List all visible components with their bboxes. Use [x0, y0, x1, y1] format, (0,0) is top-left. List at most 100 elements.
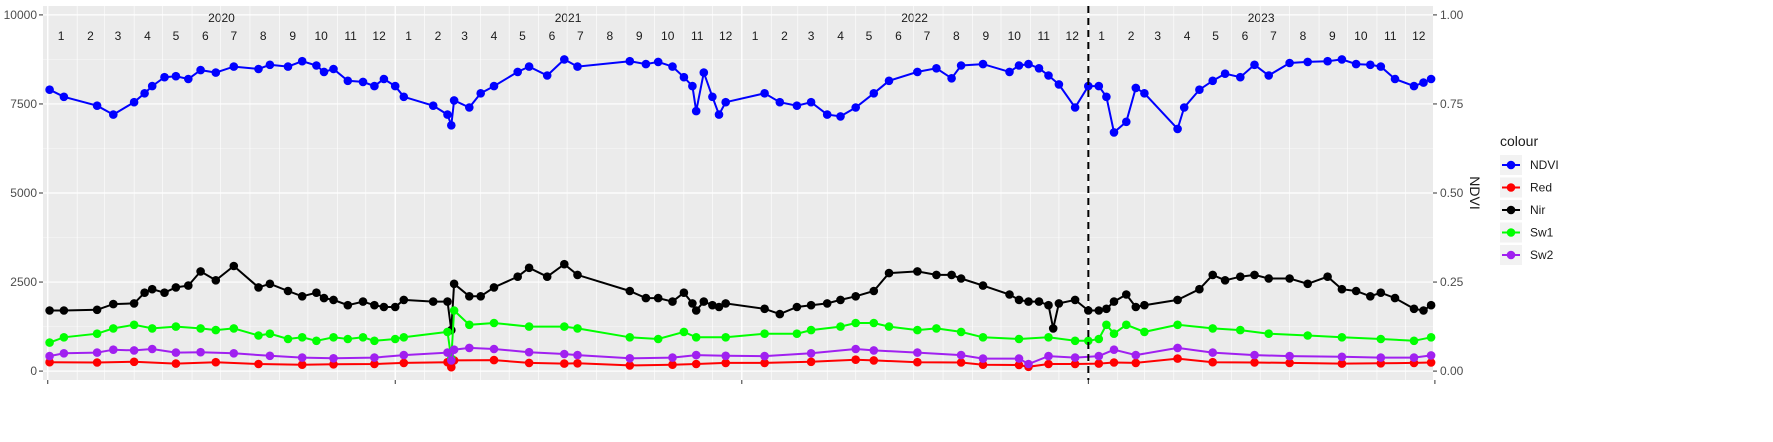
data-point-sw1: [1426, 333, 1436, 342]
data-point-nir: [513, 272, 522, 282]
data-point-ndvi: [358, 77, 368, 87]
data-point-sw1: [1208, 324, 1217, 333]
data-point-sw2: [370, 353, 379, 362]
data-point-nir: [1366, 292, 1375, 301]
data-point-sw1: [1236, 325, 1245, 335]
data-point-ndvi: [1366, 60, 1375, 70]
month-label: 2: [1128, 29, 1135, 43]
data-point-nir: [390, 302, 400, 312]
data-point-sw2: [265, 351, 275, 361]
data-point-sw1: [1044, 333, 1053, 342]
data-point-nir: [653, 293, 663, 303]
series-red: [45, 354, 1436, 372]
data-point-sw1: [913, 325, 922, 335]
data-point-ndvi: [443, 110, 452, 119]
data-point-sw2: [297, 353, 307, 362]
data-point-sw1: [1376, 334, 1386, 344]
month-label: 10: [1354, 29, 1368, 43]
month-label: 12: [1066, 29, 1080, 43]
data-point-sw2: [1070, 353, 1080, 362]
data-point-sw2: [1044, 351, 1053, 361]
data-point-nir: [184, 281, 193, 290]
data-point-nir: [641, 293, 651, 303]
data-point-nir: [428, 297, 438, 306]
data-point-ndvi: [399, 92, 409, 102]
legend-key-marker: [1506, 160, 1516, 170]
data-point-ndvi: [1054, 80, 1064, 89]
data-point-ndvi: [836, 112, 845, 121]
data-point-ndvi: [379, 74, 389, 84]
data-point-ndvi: [1070, 103, 1080, 112]
right-axis-tick-label: 0.50: [1440, 186, 1464, 200]
data-point-red: [1131, 358, 1141, 368]
data-point-sw2: [1014, 354, 1024, 363]
data-point-nir: [449, 279, 459, 289]
data-point-nir: [45, 306, 54, 315]
month-label: 11: [691, 29, 704, 43]
data-point-ndvi: [641, 59, 651, 69]
data-point-nir: [1390, 293, 1400, 303]
data-point-sw2: [45, 351, 54, 361]
data-point-nir: [1419, 306, 1428, 315]
year-label: 2023: [1248, 11, 1275, 25]
data-point-sw2: [447, 356, 456, 365]
left-axis-tick-label: 2500: [10, 275, 37, 289]
data-point-sw1: [329, 333, 338, 342]
month-label: 7: [1270, 29, 1277, 43]
data-point-sw2: [1131, 350, 1141, 360]
data-point-ndvi: [1220, 69, 1230, 78]
data-point-sw2: [1250, 350, 1259, 360]
data-point-ndvi: [1084, 81, 1093, 91]
data-point-sw1: [806, 325, 816, 335]
month-label: 8: [1300, 29, 1307, 43]
data-point-nir: [691, 306, 701, 315]
data-point-ndvi: [465, 103, 474, 112]
data-point-sw1: [1264, 329, 1273, 339]
data-point-nir: [869, 286, 879, 296]
data-point-sw1: [399, 333, 409, 342]
data-point-ndvi: [947, 74, 956, 83]
month-label: 6: [895, 29, 902, 43]
data-point-nir: [1250, 270, 1259, 280]
data-point-nir: [1409, 304, 1419, 314]
data-point-red: [92, 358, 102, 367]
data-point-nir: [1102, 304, 1111, 314]
data-point-sw2: [760, 351, 769, 361]
data-point-ndvi: [851, 103, 860, 112]
data-point-nir: [542, 272, 552, 282]
data-point-ndvi: [792, 101, 802, 110]
data-point-nir: [1054, 299, 1064, 308]
data-point-ndvi: [869, 89, 879, 98]
data-point-nir: [312, 288, 321, 298]
data-point-sw1: [573, 324, 582, 333]
month-label: 12: [719, 29, 733, 43]
data-point-nir: [714, 302, 724, 312]
month-label: 8: [606, 29, 613, 43]
data-point-nir: [1337, 284, 1347, 294]
data-point-red: [573, 359, 582, 368]
data-point-red: [254, 359, 263, 369]
month-label: 1: [58, 29, 65, 43]
data-point-nir: [1070, 295, 1080, 305]
data-point-sw2: [1376, 353, 1386, 362]
month-label: 12: [372, 29, 386, 43]
data-point-red: [1094, 359, 1104, 368]
legend-label: Nir: [1530, 203, 1545, 217]
data-point-nir: [806, 300, 816, 310]
data-point-nir: [625, 286, 635, 296]
data-point-nir: [476, 292, 486, 301]
data-point-ndvi: [45, 85, 54, 94]
data-point-sw1: [760, 329, 769, 339]
data-point-sw2: [147, 344, 157, 354]
data-point-ndvi: [1250, 60, 1259, 70]
month-label: 9: [1329, 29, 1336, 43]
data-point-nir: [932, 270, 941, 280]
data-point-nir: [956, 274, 966, 283]
data-point-sw2: [1426, 351, 1436, 360]
data-point-nir: [668, 297, 677, 306]
data-point-sw2: [1208, 348, 1217, 357]
data-point-nir: [319, 293, 329, 303]
data-point-nir: [760, 304, 769, 314]
data-point-sw1: [196, 324, 205, 333]
data-point-ndvi: [691, 106, 701, 116]
